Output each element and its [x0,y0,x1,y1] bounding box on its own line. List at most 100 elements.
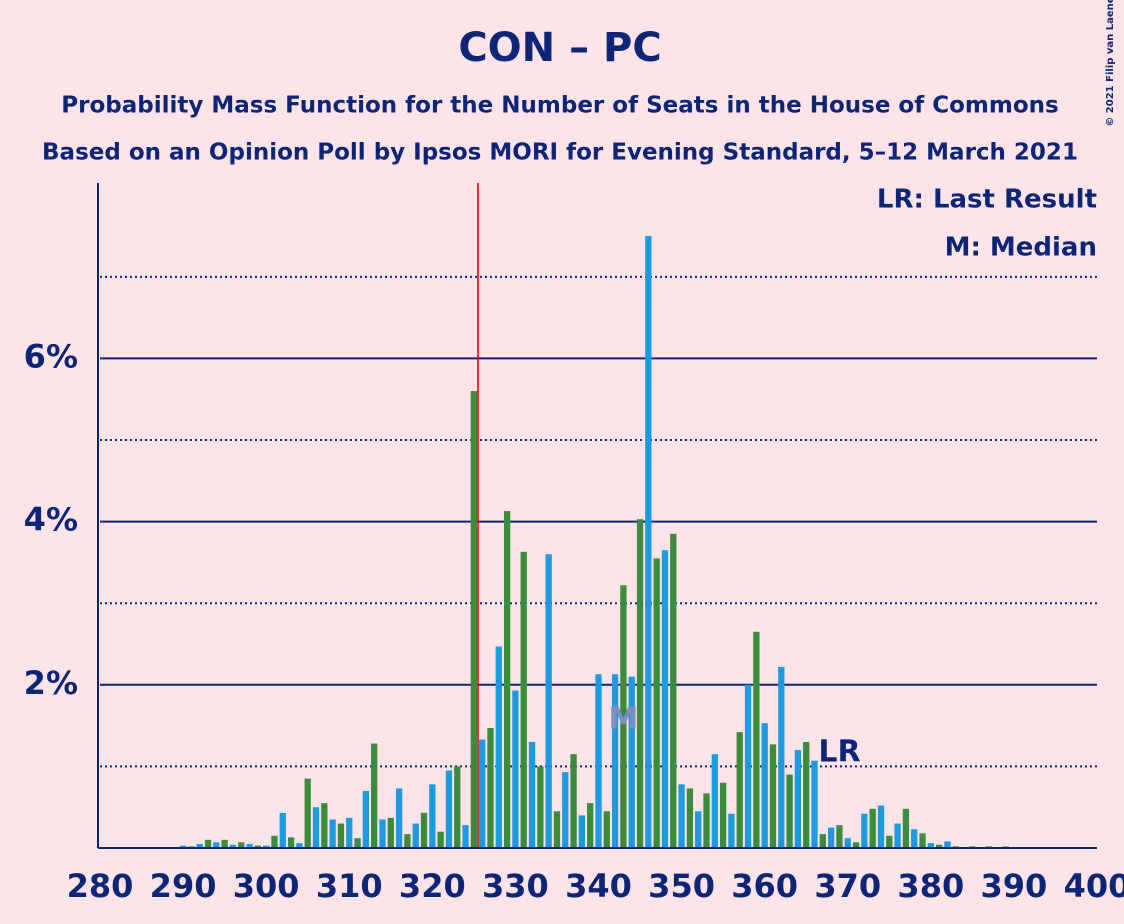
bar [794,750,802,848]
bar [179,845,187,848]
bar [645,236,652,848]
bar [686,788,694,848]
bar [753,631,760,848]
bar [537,766,544,848]
legend-entry: M: Median [945,233,1097,263]
bar [944,841,951,848]
x-tick-label: 360 [731,867,798,905]
bar [487,728,494,848]
bar [678,784,685,848]
bar [445,770,453,848]
bar [495,646,502,848]
bar [196,843,203,848]
bar [570,754,577,848]
bar [628,676,635,848]
bar [578,815,586,848]
bar [545,554,552,848]
bar [371,743,378,848]
bar [661,550,669,848]
bar [711,754,718,848]
bar [911,829,918,848]
bar [528,741,536,848]
bar [287,837,295,848]
bar [603,811,610,848]
bar [512,690,519,848]
bar [520,551,527,848]
bar [470,391,478,848]
chart-subtitle: Probability Mass Function for the Number… [61,93,1058,119]
y-tick-label: 2% [24,664,78,702]
bar [337,823,345,848]
bar [736,732,743,848]
bar [819,834,826,848]
bar [670,533,677,848]
x-tick-label: 400 [1064,867,1124,905]
bar [429,784,436,848]
bar [254,845,262,848]
bar [204,839,212,848]
bar [827,827,835,848]
bar [404,834,411,848]
bar [321,803,328,848]
x-tick-label: 280 [67,867,134,905]
x-tick-label: 320 [399,867,466,905]
bar [803,741,810,848]
bar [611,674,619,848]
bar [354,838,361,848]
bar [304,778,311,848]
bar [703,793,710,848]
median-marker: M [608,702,638,737]
x-tick-label: 350 [648,867,715,905]
x-tick-label: 380 [897,867,964,905]
bar [229,844,237,848]
y-tick-label: 6% [24,337,78,375]
chart-title: CON – PC [458,25,661,71]
bar [420,812,428,848]
bar [213,842,220,848]
x-tick-label: 300 [233,867,300,905]
bar [769,744,777,848]
bar [744,684,752,848]
bar [861,813,868,848]
bar [246,843,253,848]
bar [636,519,644,848]
bar [728,813,735,848]
x-tick-label: 290 [150,867,217,905]
bar [271,835,278,848]
x-tick-label: 310 [316,867,383,905]
bar [927,843,934,848]
legend-entry: LR: Last Result [877,185,1097,215]
bar [238,842,245,848]
bar [902,808,910,848]
bar [852,842,860,848]
bar [503,511,511,848]
bar [387,817,394,848]
bar [786,774,793,848]
bar [462,825,469,848]
bar [279,812,286,848]
bar [437,831,444,848]
bar [595,674,602,848]
bar [869,808,876,848]
bar [221,839,228,848]
bar [836,825,843,848]
y-tick-label: 4% [24,501,78,539]
x-tick-label: 340 [565,867,632,905]
bar [919,833,926,848]
bar [379,819,386,848]
bar [263,845,270,848]
x-tick-label: 390 [981,867,1048,905]
bar [935,844,943,848]
chart-subtitle: Based on an Opinion Poll by Ipsos MORI f… [42,140,1078,166]
x-tick-label: 330 [482,867,549,905]
bar [412,823,419,848]
bar [811,760,818,848]
bar [362,790,370,848]
x-tick-label: 370 [814,867,881,905]
bar [587,803,594,848]
bar [761,723,768,848]
bar [877,805,885,848]
